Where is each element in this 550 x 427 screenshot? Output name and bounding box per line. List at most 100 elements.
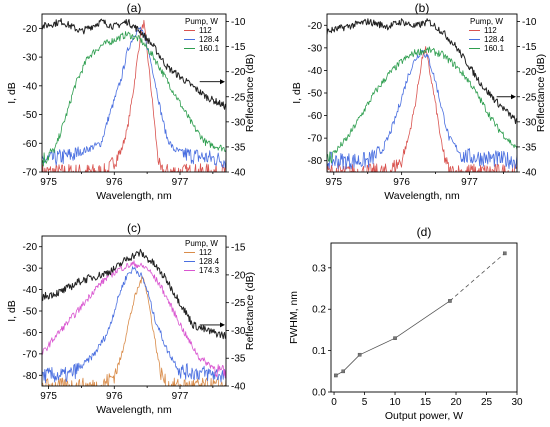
x-tick-label: 977 [172,391,189,402]
legend-entry: 174.3 [199,266,220,275]
legend-title: Pump, W [185,239,218,248]
legend-entry: 160.1 [484,44,505,53]
x-axis-label: Wavelength, nm [96,190,172,202]
y-tick-label: -80 [23,371,38,382]
y2-tick-label: -40 [231,382,246,393]
legend-entry: 112 [199,26,212,35]
x-axis-label: Output power, W [385,410,463,422]
y-tick-label: -50 [308,89,323,100]
y2-tick-label: -20 [231,270,246,281]
y2-tick-label: -25 [231,92,246,103]
series-line-128-4 [42,266,226,384]
chart-panel-1: 975 976 977 -70 -60 -50 -40 -30 -20 -40 -35 -30 -25 -… [6,1,256,202]
x-tick-label: 976 [393,177,410,188]
x-tick-label: 976 [106,391,123,402]
series-line-160-1 [327,46,517,164]
x-tick-label: 10 [389,397,401,408]
y2-tick-label: -10 [522,17,537,28]
y2-tick-label: -30 [231,326,246,337]
y2-axis-label: Reflectance (dB) [244,272,256,350]
y-axis-label: FWHM, nm [288,291,300,344]
arrow-head [220,322,225,328]
x-tick-label: 977 [461,177,478,188]
x-tick-label: 975 [40,391,57,402]
series-line-128-4 [327,49,517,170]
y-tick-label: -60 [23,328,38,339]
chart-panel-2: 975 976 977 -80 -70 -60 -50 -40 -30 -20 -40 -35 -30 -… [291,1,547,202]
y-tick-label: -30 [23,53,38,64]
y-tick-label: -20 [23,24,38,35]
y2-tick-label: -40 [522,168,537,179]
data-point-end [503,251,507,256]
y2-tick-label: -15 [231,42,246,53]
y2-tick-label: -20 [522,67,537,78]
series-line-reflectance [42,248,226,340]
y2-tick-label: -15 [231,243,246,254]
x-tick-label: 976 [106,177,123,188]
y2-tick-label: -35 [231,142,246,153]
y-tick-label: -80 [308,156,323,167]
legend-entry: 128.4 [199,35,220,44]
x-tick-label: 975 [325,177,342,188]
y-tick-label: -40 [23,285,38,296]
y-tick-label: -70 [23,168,38,179]
y-tick-label: -70 [23,349,38,360]
y-tick-label: -60 [308,111,323,122]
legend-entry: 160.1 [199,44,220,53]
panel-label: (c) [127,221,141,235]
legend-title: Pump, W [185,17,218,26]
x-tick-label: 20 [450,397,462,408]
data-point-2 [357,352,362,357]
series-line-1 [449,252,506,302]
panel-label: (d) [417,225,432,239]
legend-entry: 112 [484,26,497,35]
series-line-128-4 [42,26,226,169]
plot-frame [330,242,518,393]
arrow-head [511,94,516,100]
series-line-160-1 [42,31,226,167]
chart-panel-3: 975 976 977 -80 -70 -60 -50 -40 -30 -20 -40 -35 -30 -… [6,221,256,416]
series-line-reflectance [42,18,226,110]
y-tick-label: -50 [23,307,38,318]
y-axis-label: I, dB [291,82,303,104]
legend-entry: 112 [199,248,212,257]
series-line-112 [42,275,226,386]
y-tick-label: -30 [308,43,323,54]
y-tick-label: -60 [23,139,38,150]
y-tick-label: 0.1 [312,346,326,357]
traces [335,252,506,376]
y-tick-label: -20 [23,242,38,253]
x-axis-label: Wavelength, nm [384,190,460,202]
traces [42,248,226,386]
y-tick-label: -70 [308,134,323,145]
y-tick-label: -20 [308,21,323,32]
traces [42,18,226,172]
data-point-4 [448,299,452,303]
x-tick-label: 25 [481,397,493,408]
x-axis-label: Wavelength, nm [96,404,172,416]
arrow-head [220,79,225,85]
legend-title: Pump, W [470,17,503,26]
plot-frame [41,13,227,173]
x-tick-label: 975 [40,177,57,188]
y2-tick-label: -25 [231,298,246,309]
x-tick-label: 30 [511,397,523,408]
series-line-174-3 [42,260,226,379]
x-tick-label: 977 [172,177,189,188]
y2-axis-label: Reflectance (dB) [244,54,256,132]
y2-tick-label: -10 [231,17,246,28]
x-tick-label: 0 [331,397,337,408]
y-tick-label: -40 [23,81,38,92]
legend-entry: 128.4 [484,35,505,44]
series-line-112 [42,19,226,172]
series-line-112 [327,46,517,172]
y-tick-label: -50 [23,110,38,121]
y2-axis-label: Reflectance (dB) [535,54,547,132]
series-line-reflectance [327,18,517,125]
traces [327,18,517,172]
y2-tick-label: -30 [522,117,537,128]
x-tick-label: 15 [420,397,432,408]
y-axis-label: I, dB [6,82,18,104]
x-tick-label: 5 [362,397,368,408]
